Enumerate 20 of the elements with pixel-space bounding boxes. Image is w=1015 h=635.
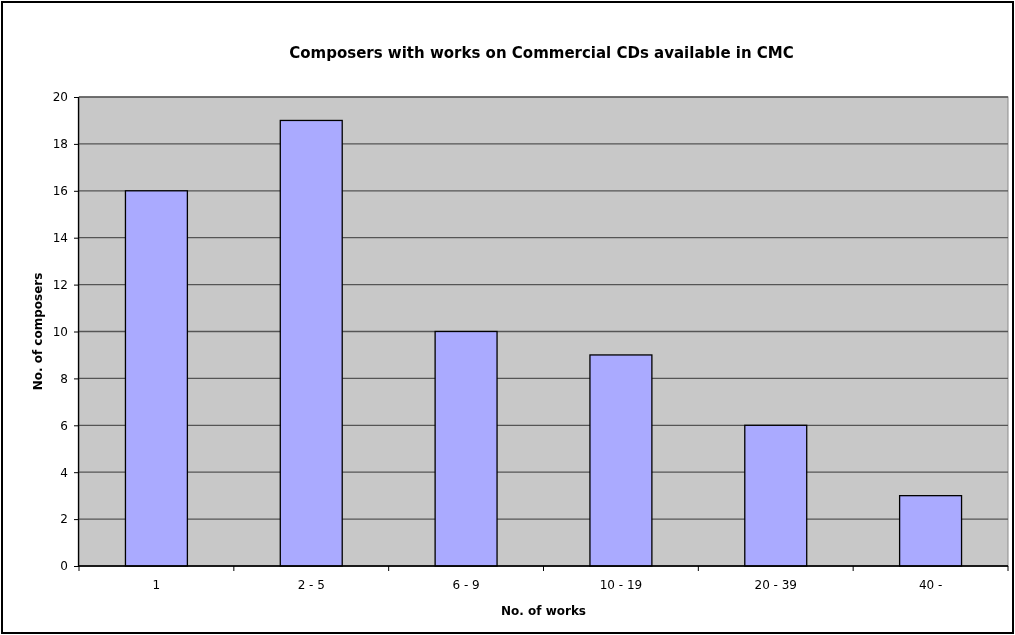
x-tick-label: 6 - 9 [452, 577, 480, 592]
y-axis-title: No. of composers [31, 272, 45, 391]
x-tick-label: 10 - 19 [599, 577, 643, 592]
y-tick-label: 18 [52, 137, 68, 152]
x-tick-label: 1 [152, 577, 161, 592]
y-tick-label: 12 [52, 277, 68, 292]
x-tick-label: 20 - 39 [754, 577, 797, 592]
x-axis-title: No. of works [500, 604, 587, 618]
y-tick-label: 16 [52, 184, 68, 199]
y-tick-label: 0 [60, 559, 68, 574]
x-tick-label: 40 - [918, 577, 943, 592]
y-tick-label: 20 [52, 90, 68, 105]
y-tick-label: 4 [60, 465, 68, 480]
y-tick-label: 10 [52, 324, 68, 339]
y-tick-label: 6 [60, 418, 68, 433]
y-tick-label: 2 [60, 512, 68, 527]
y-tick-label: 14 [52, 231, 68, 246]
y-tick-label: 8 [60, 371, 68, 386]
chart-title: Composers with works on Commercial CDs available in CMC [289, 44, 794, 62]
x-tick-label: 2 - 5 [297, 577, 325, 592]
